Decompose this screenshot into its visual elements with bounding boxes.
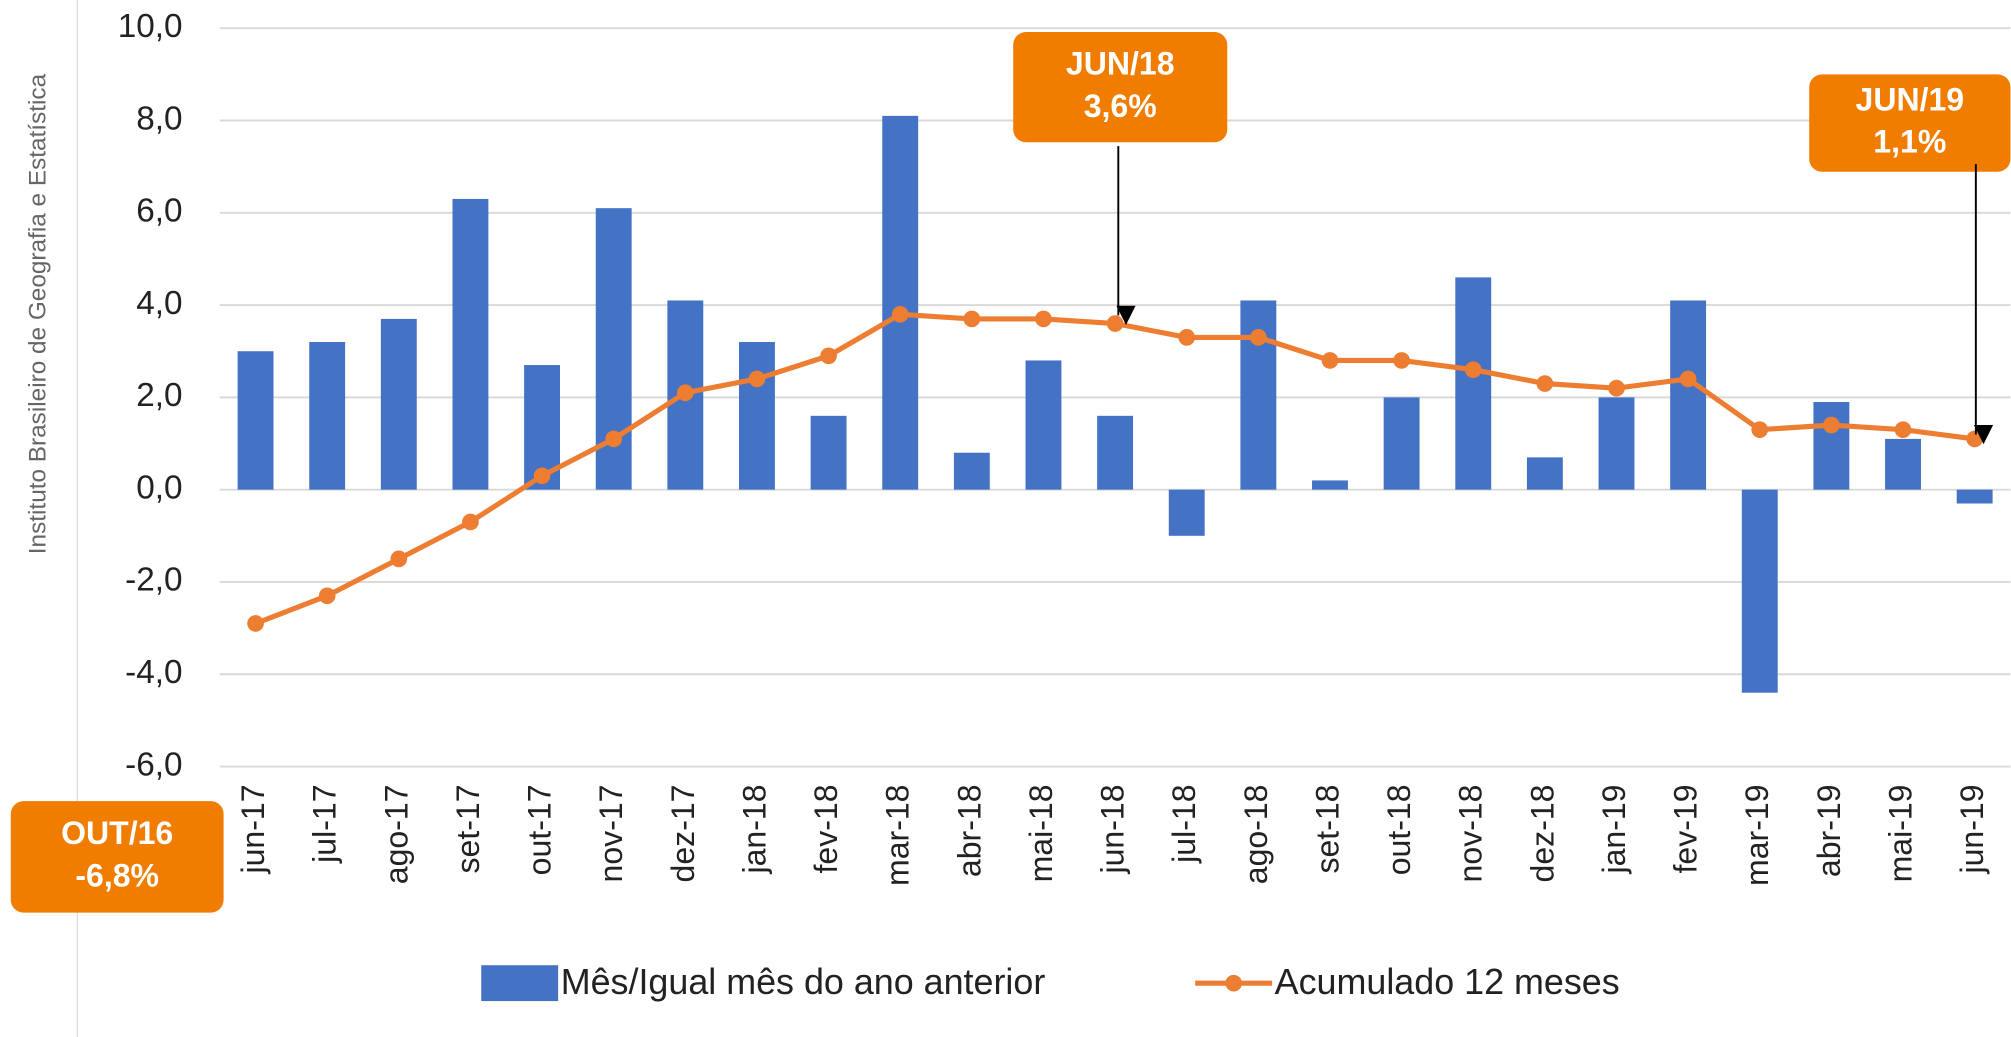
- x-tick-label: jun-18: [1095, 784, 1131, 874]
- marker: [1321, 352, 1339, 369]
- marker: [533, 467, 551, 485]
- marker: [820, 347, 837, 365]
- marker: [1679, 370, 1697, 388]
- marker: [1608, 379, 1625, 397]
- x-tick-label: out-17: [522, 784, 558, 875]
- marker: [891, 305, 909, 323]
- annotation-box: [10, 801, 224, 913]
- annotation-text: JUN/19: [1856, 81, 1965, 117]
- bar: [739, 341, 775, 490]
- bar: [1097, 415, 1134, 490]
- bar: [1383, 397, 1420, 490]
- bar: [1670, 300, 1707, 490]
- marker: [748, 370, 766, 388]
- bar: [309, 341, 346, 490]
- marker: [1823, 416, 1840, 434]
- annotation-box: [1809, 74, 2011, 172]
- bar: [882, 115, 919, 490]
- marker: [1178, 329, 1196, 346]
- x-tick-label: mar-18: [880, 784, 916, 885]
- marker: [1393, 352, 1410, 369]
- y-tick-label: 2,0: [136, 377, 182, 414]
- x-tick-label: ago-17: [378, 784, 414, 884]
- y-tick-label: 6,0: [136, 193, 182, 230]
- y-tick-label: -2,0: [125, 562, 182, 599]
- marker: [1106, 315, 1124, 332]
- y-tick-label: -6,0: [125, 746, 182, 783]
- marker: [963, 310, 981, 328]
- bar: [1455, 277, 1492, 490]
- legend-label: Mês/Igual mês do ano anterior: [561, 962, 1046, 1002]
- x-tick-label: fev-18: [808, 784, 844, 873]
- x-tick-label: nov-18: [1453, 784, 1489, 882]
- annotation-text: JUN/18: [1066, 45, 1175, 81]
- x-tick-label: mai-19: [1882, 784, 1918, 882]
- annotation-text: OUT/16: [61, 815, 173, 851]
- y-tick-label: 8,0: [136, 100, 182, 137]
- bar: [1813, 401, 1850, 490]
- bar: [1025, 360, 1062, 490]
- y-axis-label: Instituto Brasileiro de Geografia e Esta…: [24, 73, 51, 554]
- marker: [247, 615, 264, 632]
- x-tick-label: mai-18: [1023, 784, 1059, 882]
- y-tick-label: -4,0: [125, 654, 182, 691]
- bar: [1312, 480, 1348, 490]
- marker: [318, 587, 336, 605]
- annotation-text: -6,8%: [75, 858, 159, 894]
- bar: [953, 452, 990, 490]
- x-tick-label: nov-17: [593, 784, 629, 882]
- marker: [1966, 430, 1983, 448]
- marker: [1894, 421, 1912, 439]
- x-tick-label: abr-18: [951, 784, 987, 877]
- legend-label: Acumulado 12 meses: [1275, 962, 1620, 1002]
- bar: [1885, 438, 1921, 490]
- marker: [1536, 375, 1554, 392]
- marker: [676, 384, 694, 402]
- marker: [605, 430, 623, 448]
- marker: [1035, 310, 1052, 328]
- x-tick-label: mar-19: [1739, 784, 1775, 885]
- bar: [1956, 489, 1993, 504]
- bar: [452, 198, 489, 490]
- marker: [1464, 361, 1482, 379]
- marker: [1250, 329, 1267, 346]
- x-tick-label: jun-19: [1954, 784, 1990, 874]
- x-tick-label: jul-17: [307, 784, 343, 863]
- x-tick-label: jan-18: [736, 784, 772, 874]
- y-tick-label: 4,0: [136, 285, 182, 322]
- annotation-text: 3,6%: [1084, 88, 1157, 124]
- annotation-box: [1013, 32, 1228, 143]
- bar: [1598, 397, 1635, 490]
- x-tick-label: dez-18: [1524, 784, 1560, 882]
- x-tick-label: ago-18: [1238, 784, 1274, 884]
- x-tick-label: fev-19: [1668, 784, 1704, 873]
- bar: [237, 351, 274, 490]
- x-tick-label: jun-17: [235, 784, 271, 874]
- marker: [390, 550, 408, 568]
- bar: [1526, 457, 1563, 490]
- x-tick-label: set-17: [450, 784, 486, 873]
- legend-swatch: [481, 965, 559, 1002]
- annotation-text: 1,1%: [1873, 124, 1946, 160]
- x-tick-label: out-18: [1381, 784, 1417, 875]
- x-tick-label: set-18: [1309, 784, 1345, 873]
- x-tick-label: abr-19: [1811, 784, 1847, 877]
- x-tick-label: jul-18: [1166, 784, 1202, 863]
- marker: [1751, 421, 1769, 439]
- bar: [1240, 300, 1277, 490]
- y-tick-label: 10,0: [118, 8, 183, 45]
- legend-swatch: [1225, 974, 1242, 992]
- bar: [1168, 489, 1205, 536]
- bar: [380, 318, 417, 490]
- bar: [1741, 489, 1778, 693]
- x-tick-label: jan-19: [1596, 784, 1632, 874]
- marker: [462, 513, 479, 531]
- y-tick-label: 0,0: [136, 469, 182, 506]
- x-tick-label: dez-17: [665, 784, 701, 882]
- bar: [810, 415, 847, 490]
